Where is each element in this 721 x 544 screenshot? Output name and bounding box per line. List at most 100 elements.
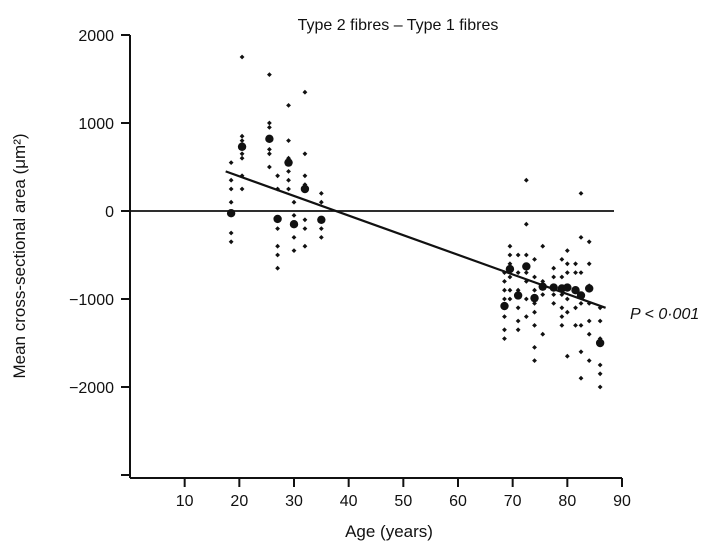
data-point-small	[507, 261, 513, 267]
x-tick-label: 20	[230, 493, 248, 510]
data-point-small	[267, 164, 272, 170]
data-point-mean	[265, 134, 274, 144]
data-point-small	[573, 261, 578, 267]
data-point-small	[551, 301, 557, 306]
data-point-small	[275, 265, 280, 271]
data-point-small	[318, 199, 324, 205]
data-point-small	[275, 243, 280, 249]
data-point-mean	[317, 215, 326, 224]
data-point-small	[302, 217, 308, 223]
data-point-small	[502, 327, 507, 333]
data-point-small	[239, 54, 245, 60]
data-point-mean	[571, 286, 580, 295]
data-point-small	[302, 89, 308, 95]
data-point-small	[540, 292, 546, 297]
data-point-small	[573, 305, 578, 311]
data-point-small	[275, 252, 280, 258]
data-point-small	[515, 318, 521, 324]
data-point-small	[291, 199, 297, 205]
data-point-mean	[237, 142, 247, 151]
data-point-mean	[500, 301, 509, 311]
data-point-small	[507, 274, 513, 280]
data-point-small	[523, 252, 529, 258]
data-point-small	[586, 318, 592, 324]
data-point-small	[286, 155, 291, 161]
y-tick-label: 2000	[78, 28, 114, 45]
data-point-small	[586, 261, 592, 267]
data-point-small	[532, 309, 537, 315]
data-point-small	[302, 173, 308, 179]
data-point-small	[502, 296, 507, 302]
data-point-mean	[595, 338, 605, 348]
data-point-mean	[284, 158, 293, 167]
data-point-small	[318, 191, 324, 196]
data-point-small	[523, 314, 529, 319]
data-point-small	[559, 257, 565, 262]
data-point-mean	[522, 262, 531, 271]
data-point-small	[578, 301, 584, 306]
data-point-small	[502, 336, 507, 341]
y-axis-label: Mean cross-sectional area (μm²)	[10, 133, 29, 378]
data-point-small	[586, 239, 592, 245]
y-tick-label: 0	[105, 204, 114, 221]
data-point-small	[551, 265, 557, 271]
data-point-small	[302, 243, 308, 249]
data-point-small	[502, 287, 507, 293]
data-point-small	[291, 235, 297, 240]
data-point-small	[578, 323, 584, 328]
x-tick-label: 70	[504, 493, 522, 510]
data-point-small	[507, 287, 513, 293]
data-point-small	[532, 274, 537, 280]
data-point-small	[564, 270, 570, 275]
data-point-small	[239, 186, 245, 192]
data-point-small	[559, 274, 565, 280]
data-point-small	[286, 103, 291, 108]
data-point-small	[228, 199, 234, 205]
data-point-mean	[273, 214, 282, 224]
data-point-small	[267, 147, 272, 152]
y-tick-label: −1000	[69, 292, 114, 309]
data-point-small	[559, 314, 565, 319]
data-point-mean	[563, 283, 572, 292]
x-tick-label: 50	[394, 493, 412, 510]
x-axis-ticks: 10 20 30 40 50 60 70 80 90	[176, 478, 631, 510]
data-point-small	[318, 226, 324, 231]
data-point-small	[586, 358, 592, 363]
data-point-small	[239, 138, 245, 143]
data-point-small	[267, 151, 272, 157]
data-point-small	[239, 133, 245, 139]
data-point-small	[578, 270, 584, 275]
data-point-small	[291, 213, 297, 218]
data-point-small	[515, 305, 521, 311]
data-point-small	[540, 279, 546, 284]
chart-title: Type 2 fibres – Type 1 fibres	[298, 17, 499, 34]
p-value-annotation: P < 0·001	[630, 306, 699, 323]
data-point-small	[502, 314, 507, 319]
data-point-small	[507, 243, 513, 249]
data-point-small	[507, 252, 513, 258]
data-point-small	[597, 318, 603, 324]
data-point-mean	[513, 291, 523, 300]
y-tick-label: 1000	[78, 116, 114, 133]
data-point-small	[564, 296, 570, 302]
data-point-small	[228, 160, 234, 165]
data-point-small	[564, 353, 570, 359]
data-point-small	[551, 292, 557, 297]
data-point-small	[523, 221, 529, 227]
data-point-small	[228, 230, 234, 236]
data-point-small	[564, 261, 570, 267]
data-point-small	[515, 287, 521, 293]
data-point-small	[532, 287, 537, 293]
data-point-small	[578, 191, 584, 196]
x-tick-label: 80	[558, 493, 576, 510]
data-point-small	[532, 323, 537, 328]
data-point-small	[275, 173, 280, 179]
data-point-small	[597, 362, 603, 368]
y-axis-ticks: −2000 −1000 0 1000 2000	[69, 28, 130, 476]
data-point-small	[578, 235, 584, 240]
x-axis-label: Age (years)	[345, 522, 433, 541]
data-point-small	[515, 327, 521, 333]
data-point-small	[318, 235, 324, 240]
data-point-small	[515, 252, 521, 258]
